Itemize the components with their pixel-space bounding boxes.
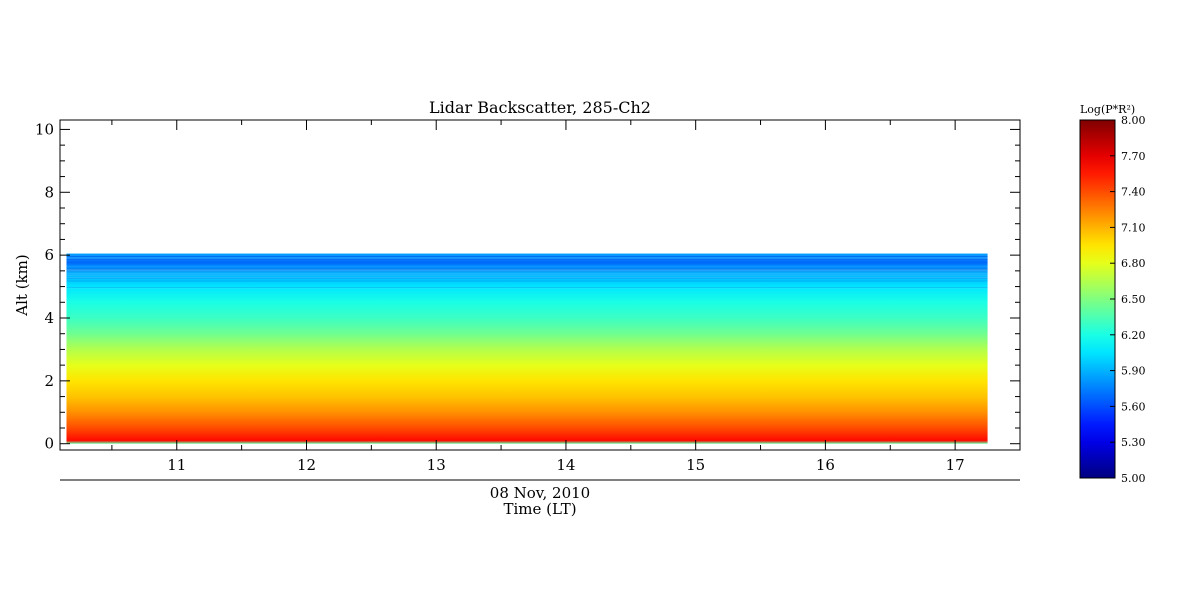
colorbar-tick-label: 7.10 xyxy=(1121,221,1146,234)
x-axis-ticks: 11 12 13 14 15 16 17 xyxy=(111,120,1021,474)
y-tick-label: 6 xyxy=(44,246,54,264)
x-tick-label: 11 xyxy=(167,456,186,474)
colorbar-ticks: 8.00 7.70 7.40 7.10 6.80 6.50 6.20 5.90 5.60 5.30… xyxy=(1110,114,1146,485)
colorbar-tick-label: 7.70 xyxy=(1121,150,1146,163)
y-axis-ticks: 0 2 4 6 8 10 xyxy=(35,120,1020,453)
heatmap-image xyxy=(66,253,988,444)
x-tick-label: 13 xyxy=(427,456,446,474)
x-axis-date-label: 08 Nov, 2010 xyxy=(490,484,590,502)
backscatter-field xyxy=(66,253,988,444)
colorbar xyxy=(1079,119,1116,479)
y-tick-label: 10 xyxy=(35,120,54,138)
chart-title: Lidar Backscatter, 285-Ch2 xyxy=(429,98,651,117)
plot-frame xyxy=(59,119,1021,451)
x-axis-label: Time (LT) xyxy=(503,500,576,518)
colorbar-tick-label: 6.50 xyxy=(1121,293,1146,306)
y-axis-label: Alt (km) xyxy=(13,254,31,316)
colorbar-tick-label: 5.60 xyxy=(1121,400,1146,413)
x-tick-label: 12 xyxy=(297,456,316,474)
x-tick-label: 16 xyxy=(816,456,835,474)
colorbar-tick-label: 8.00 xyxy=(1121,114,1146,127)
y-tick-label: 2 xyxy=(44,372,54,390)
colorbar-tick-label: 6.80 xyxy=(1121,257,1146,270)
noise-streaks xyxy=(66,254,988,289)
colorbar-tick-label: 5.30 xyxy=(1121,436,1146,449)
colorbar-tick-label: 5.90 xyxy=(1121,365,1146,378)
colorbar-tick-label: 5.00 xyxy=(1121,472,1146,485)
x-tick-label: 17 xyxy=(946,456,965,474)
colorbar-tick-label: 7.40 xyxy=(1121,186,1146,199)
colorbar-label: Log(P*R²) xyxy=(1080,103,1135,116)
y-tick-label: 0 xyxy=(44,435,54,453)
y-tick-label: 8 xyxy=(44,183,54,201)
y-tick-label: 4 xyxy=(44,309,54,327)
x-tick-label: 14 xyxy=(556,456,575,474)
x-tick-label: 15 xyxy=(686,456,705,474)
colorbar-tick-label: 6.20 xyxy=(1121,329,1146,342)
